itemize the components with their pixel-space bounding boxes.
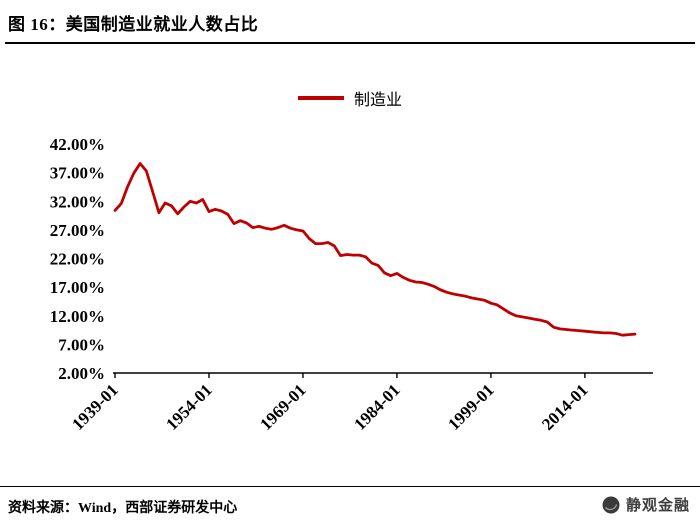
figure-title: 图 16：美国制造业就业人数占比	[8, 15, 259, 34]
svg-text:1939-01: 1939-01	[68, 380, 122, 434]
svg-text:37.00%: 37.00%	[50, 164, 105, 183]
cloud-seal-icon	[602, 496, 620, 513]
svg-text:17.00%: 17.00%	[50, 278, 105, 297]
svg-text:1999-01: 1999-01	[444, 380, 498, 434]
chart-svg: 42.00% 37.00% 32.00% 27.00% 22.00% 17.00% 12.0…	[50, 135, 653, 434]
footer-divider	[0, 486, 700, 487]
svg-text:7.00%: 7.00%	[58, 335, 105, 354]
svg-text:22.00%: 22.00%	[50, 250, 105, 269]
svg-text:1954-01: 1954-01	[162, 380, 216, 434]
legend-label: 制造业	[353, 92, 402, 109]
svg-text:1984-01: 1984-01	[350, 380, 404, 434]
svg-text:1969-01: 1969-01	[256, 380, 310, 434]
chart-legend: 制造业	[0, 86, 700, 110]
title-underline	[5, 42, 695, 44]
svg-text:42.00%: 42.00%	[50, 135, 105, 154]
svg-text:2014-01: 2014-01	[538, 380, 592, 434]
watermark: 静观金融	[601, 494, 690, 515]
svg-text:27.00%: 27.00%	[50, 221, 105, 240]
svg-text:12.00%: 12.00%	[50, 307, 105, 326]
manufacturing-share-chart: 42.00% 37.00% 32.00% 27.00% 22.00% 17.00% 12.0…	[10, 116, 690, 446]
svg-text:32.00%: 32.00%	[50, 192, 105, 211]
source-text: 资料来源：Wind，西部证券研发中心	[8, 501, 238, 516]
svg-text:2.00%: 2.00%	[58, 364, 105, 383]
watermark-label: 静观金融	[625, 498, 690, 514]
legend-line-swatch	[297, 96, 344, 100]
